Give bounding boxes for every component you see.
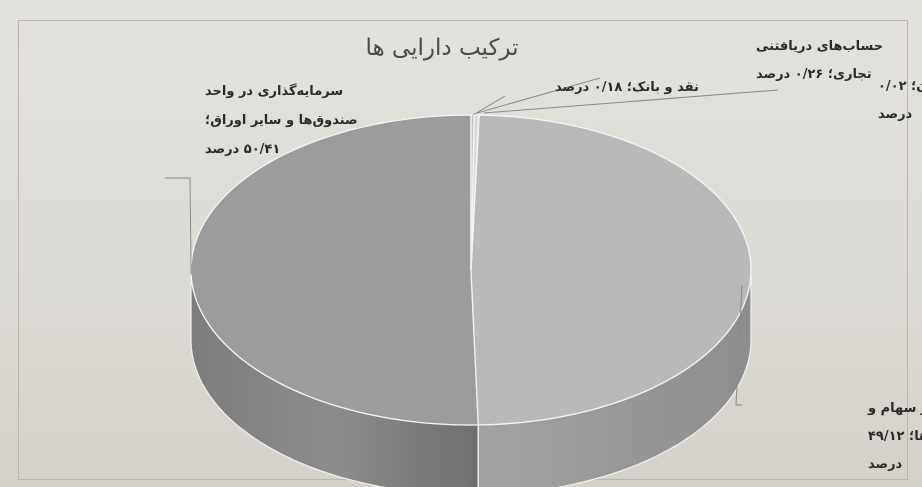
leader-line [472,95,506,116]
slice-labels: سرمایه‌گذاری در واحد صندوق‌ها و سایر اورا… [205,39,922,472]
slice-label: سرمایه‌گذاری در سهام و [867,400,922,416]
leader-line [735,284,743,406]
leader-line [165,177,192,275]
slice-label: صندوق‌ها و سایر اوراق؛ [205,113,358,128]
slice-label: درصد [868,457,903,472]
slice-label: ۵۰/۴۱ درصد [205,142,280,157]
slice-label: نقد و بانک؛ ۰/۱۸ درصد [555,80,699,95]
chart-title: ترکیب دارایی ها [365,35,518,61]
slice-label: حق تقدم شرکت‌ها؛ ۴۹/۱۲ [868,429,922,444]
slice-label: حساب‌های دریافتنی [756,39,883,54]
pie-top-layer [190,114,752,426]
slice-label: سرمایه‌گذاری در واحد [205,83,343,99]
slice-label: تجاری؛ ۰/۲۶ درصد [756,67,872,82]
slice-label: جاری کارگزاران؛ ۰/۰۲ [878,78,922,94]
leader-line [483,89,779,114]
pie-slice [470,114,752,426]
leader-lines [165,77,779,406]
slice-label: درصد [878,107,913,122]
pie-slice [470,114,480,271]
leader-line [476,77,601,114]
